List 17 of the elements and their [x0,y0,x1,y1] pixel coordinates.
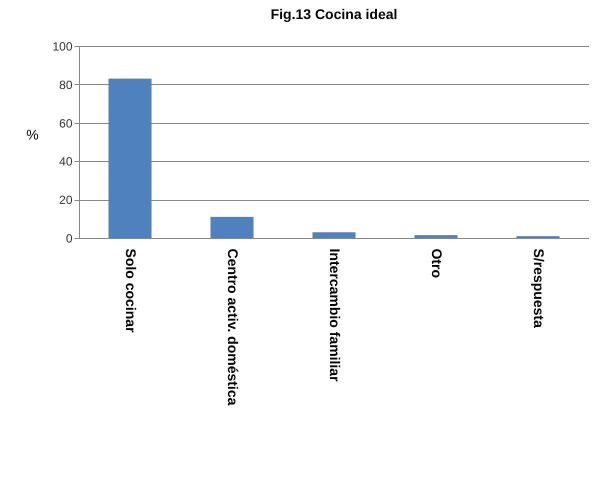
bar [414,235,458,238]
y-tick-label: 40 [59,154,73,169]
y-tick-label: 20 [59,193,73,208]
y-axis-title: % [26,126,39,142]
bar [312,232,356,238]
x-tick-label: S/respuesta [531,248,547,328]
y-tick-label: 60 [59,116,73,130]
x-tick-label: Otro [429,248,445,278]
y-tick-label: 0 [66,232,73,246]
x-tick-label: Centro activ. doméstica [225,248,241,406]
x-tick-label: Intercambio familiar [327,248,343,382]
y-tick-label: 100 [52,40,73,54]
x-tick-label: Solo cocinar [123,248,139,334]
bar [108,78,152,238]
chart-title: Fig.13 Cocina ideal [270,6,398,22]
y-tick-label: 80 [59,78,73,92]
bar [210,216,254,238]
